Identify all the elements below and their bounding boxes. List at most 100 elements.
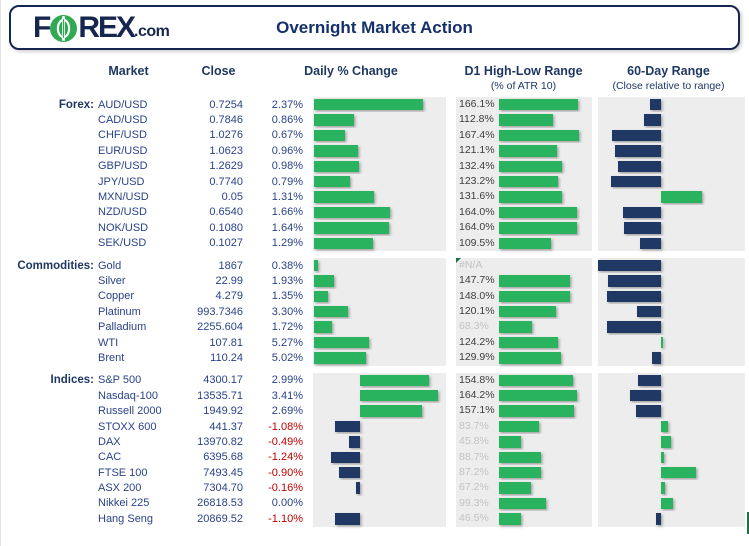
daily-change-value: -1.08% bbox=[268, 420, 303, 433]
range60-panel bbox=[598, 257, 745, 274]
table-row: CHF/USD 1.0276 0.67% 167.4% bbox=[1, 127, 749, 144]
d1-range-bar bbox=[499, 374, 573, 387]
market-name: Nikkei 225 bbox=[98, 497, 150, 510]
market-name: Palladium bbox=[98, 321, 147, 334]
table-row: Silver 22.99 1.93% 147.7% bbox=[1, 273, 749, 289]
market-name: Copper bbox=[98, 290, 135, 303]
table-row: NZD/USD 0.6540 1.66% 164.0% bbox=[1, 204, 749, 221]
range60-panel bbox=[598, 449, 745, 465]
d1-range-panel: #N/A bbox=[456, 257, 592, 274]
table-row: STOXX 600 441.37 -1.08% 83.7% bbox=[1, 418, 749, 435]
page-title: Overnight Market Action bbox=[276, 18, 473, 37]
market-name: Gold bbox=[98, 259, 122, 272]
d1-range-label: 67.2% bbox=[459, 481, 489, 494]
daily-change-panel bbox=[313, 350, 446, 366]
d1-range-panel: 132.4% bbox=[456, 158, 592, 174]
d1-range-label: 129.9% bbox=[459, 351, 495, 364]
market-name: Nasdaq-100 bbox=[98, 389, 158, 402]
d1-range-label: 99.3% bbox=[459, 496, 489, 509]
daily-change-panel bbox=[313, 288, 446, 305]
daily-change-bar bbox=[314, 114, 354, 126]
column-header-daily-change: Daily % Change bbox=[304, 64, 398, 78]
market-name: Hang Seng bbox=[98, 512, 154, 525]
range60-panel bbox=[598, 495, 745, 512]
close-value: 13535.71 bbox=[197, 389, 243, 402]
market-name: WTI bbox=[98, 336, 119, 349]
logo-letter-f: F bbox=[33, 11, 51, 44]
range60-panel bbox=[598, 143, 745, 159]
close-value: 7493.45 bbox=[203, 466, 243, 479]
daily-change-bar bbox=[335, 420, 360, 433]
d1-range-panel: 112.8% bbox=[456, 112, 592, 128]
daily-change-panel bbox=[313, 97, 446, 113]
table-row: ASX 200 7304.70 -0.16% 67.2% bbox=[1, 480, 749, 496]
market-name: NOK/USD bbox=[98, 221, 149, 234]
daily-change-bar bbox=[314, 191, 375, 203]
range60-bar bbox=[643, 114, 661, 126]
d1-range-panel: 154.8% bbox=[456, 372, 592, 389]
d1-range-bar bbox=[499, 390, 578, 402]
daily-change-panel bbox=[313, 143, 446, 159]
d1-range-label: 147.7% bbox=[459, 274, 495, 287]
d1-range-label: 68.3% bbox=[459, 320, 489, 333]
market-name: Silver bbox=[98, 274, 126, 287]
table-row: EUR/USD 1.0623 0.96% 121.1% bbox=[1, 143, 749, 159]
daily-change-value: 1.72% bbox=[271, 321, 303, 334]
range60-bar bbox=[611, 175, 661, 188]
d1-range-label: 45.8% bbox=[459, 435, 489, 448]
table-row: Brent 110.24 5.02% 129.9% bbox=[1, 350, 749, 366]
market-name: STOXX 600 bbox=[98, 420, 157, 433]
daily-change-bar bbox=[314, 352, 367, 364]
daily-change-panel bbox=[313, 257, 446, 274]
daily-change-bar bbox=[314, 259, 318, 272]
range60-panel bbox=[598, 372, 745, 389]
range60-panel bbox=[598, 319, 745, 335]
daily-change-panel bbox=[313, 449, 446, 465]
column-header-d1-range: D1 High-Low Range bbox=[464, 64, 583, 78]
daily-change-panel bbox=[313, 112, 446, 128]
market-name: EUR/USD bbox=[98, 144, 148, 157]
close-value: 1.0276 bbox=[209, 129, 243, 142]
d1-range-label: 124.2% bbox=[459, 335, 495, 348]
range60-panel bbox=[598, 189, 745, 205]
range60-panel bbox=[598, 350, 745, 366]
market-name: S&P 500 bbox=[98, 374, 142, 387]
logo-domain: .com bbox=[134, 22, 170, 40]
d1-range-label: 123.2% bbox=[459, 174, 495, 187]
range60-panel bbox=[598, 304, 745, 320]
d1-range-bar bbox=[499, 222, 578, 234]
daily-change-panel bbox=[313, 511, 446, 527]
range60-panel bbox=[598, 334, 745, 351]
range60-bar bbox=[607, 275, 661, 287]
column-header-market: Market bbox=[108, 64, 149, 78]
d1-range-label: 164.0% bbox=[459, 205, 495, 218]
close-value: 1867 bbox=[218, 259, 243, 272]
close-value: 7304.70 bbox=[203, 482, 243, 495]
d1-range-bar bbox=[499, 420, 539, 433]
table-row: Nikkei 225 26818.53 0.00% 99.3% bbox=[1, 495, 749, 512]
range60-panel bbox=[598, 97, 745, 113]
d1-range-bar bbox=[499, 145, 557, 157]
range60-bar bbox=[635, 405, 661, 417]
d1-range-panel: 147.7% bbox=[456, 273, 592, 289]
d1-range-label: 88.7% bbox=[459, 450, 489, 463]
market-name: ASX 200 bbox=[98, 482, 142, 495]
range60-bar bbox=[651, 352, 661, 364]
range60-panel bbox=[598, 480, 745, 496]
market-name: AUD/USD bbox=[98, 98, 148, 111]
daily-change-bar bbox=[314, 237, 374, 249]
range60-bar bbox=[640, 237, 661, 249]
market-name: MXN/USD bbox=[98, 191, 149, 204]
table-row: CAC 6395.68 -1.24% 88.7% bbox=[1, 449, 749, 465]
daily-change-panel bbox=[313, 495, 446, 512]
d1-range-panel: 157.1% bbox=[456, 403, 592, 419]
d1-range-label: 164.2% bbox=[459, 389, 495, 402]
market-name: Platinum bbox=[98, 305, 141, 318]
market-table: Forex: AUD/USD 0.7254 2.37% 166.1% CAD/USD 0.7… bbox=[1, 97, 749, 534]
daily-change-value: 2.99% bbox=[271, 374, 303, 387]
range60-panel bbox=[598, 127, 745, 144]
d1-range-label: 109.5% bbox=[459, 236, 495, 249]
market-name: JPY/USD bbox=[98, 175, 145, 188]
daily-change-panel bbox=[313, 480, 446, 496]
section-label: Forex: bbox=[58, 98, 94, 111]
